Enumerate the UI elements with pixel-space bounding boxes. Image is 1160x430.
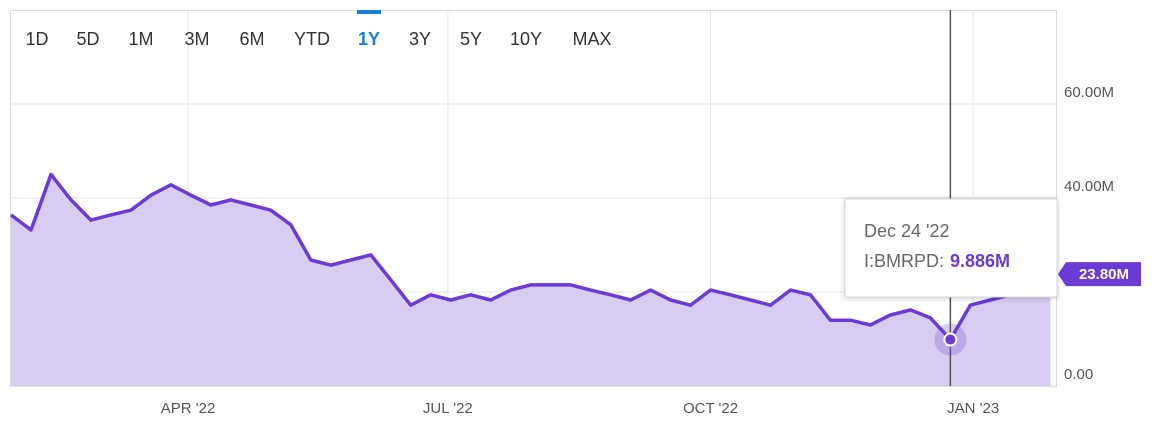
last-value-badge bbox=[1058, 262, 1141, 287]
tooltip-label: I:BMRPD: bbox=[864, 251, 944, 271]
x-tick-label: APR '22 bbox=[161, 400, 216, 417]
y-tick-label: 60.00M bbox=[1064, 84, 1114, 101]
hover-point bbox=[943, 332, 958, 347]
range-button[interactable]: MAX bbox=[572, 29, 611, 49]
x-tick-label: JUL '22 bbox=[423, 400, 473, 417]
range-selected-indicator bbox=[357, 10, 381, 14]
range-button[interactable]: 5Y bbox=[460, 29, 482, 49]
area bbox=[11, 174, 1051, 386]
tooltip-title: Dec 24 '22 bbox=[864, 221, 950, 241]
range-button[interactable]: 3M bbox=[184, 29, 209, 49]
y-tick-label: 0.00 bbox=[1064, 366, 1093, 383]
range-button[interactable]: 3Y bbox=[409, 29, 431, 49]
y-tick-label: 40.00M bbox=[1064, 178, 1114, 195]
range-button[interactable]: 1Y bbox=[358, 29, 380, 49]
tooltip-value: 9.886M bbox=[950, 251, 1010, 271]
range-button[interactable]: 10Y bbox=[510, 29, 542, 49]
line bbox=[9, 172, 1052, 342]
range-button[interactable]: 6M bbox=[239, 29, 264, 49]
range-button[interactable]: YTD bbox=[294, 29, 330, 49]
range-button[interactable]: 5D bbox=[76, 29, 99, 49]
last-value-label: 23.80M bbox=[1079, 266, 1129, 283]
range-button[interactable]: 1M bbox=[128, 29, 153, 49]
x-tick-label: OCT '22 bbox=[683, 400, 738, 417]
tooltip-box bbox=[844, 198, 1058, 298]
x-tick-label: JAN '23 bbox=[947, 400, 999, 417]
range-button[interactable]: 1D bbox=[25, 29, 48, 49]
